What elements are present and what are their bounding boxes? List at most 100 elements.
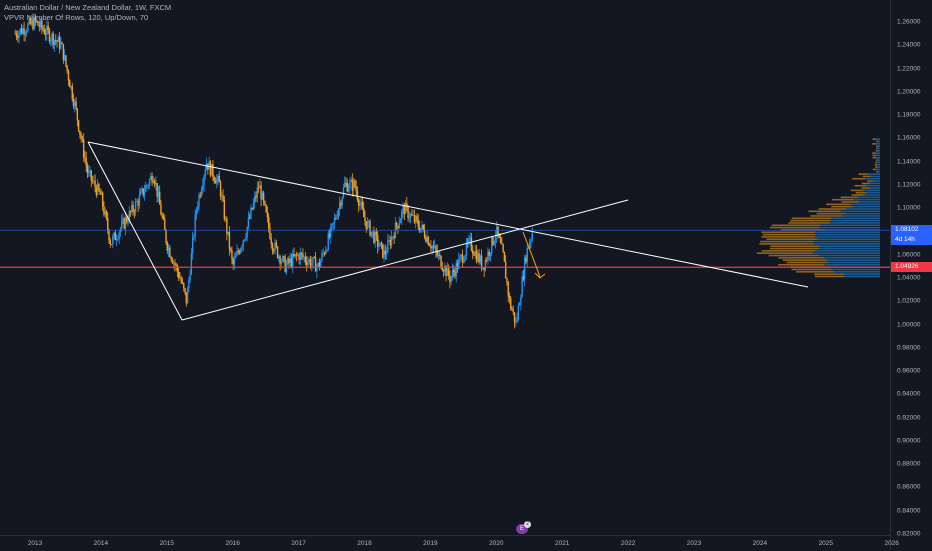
price-axis[interactable]: 1.26000 1.24000 1.22000 1.20000 1.18000 1.160… xyxy=(890,0,932,550)
candle xyxy=(163,217,164,219)
time-tick-label: 2018 xyxy=(357,540,371,547)
candle xyxy=(233,259,234,264)
volume-profile-bar xyxy=(870,183,880,185)
candle xyxy=(277,247,278,258)
volume-profile-bar xyxy=(792,217,832,219)
candle xyxy=(241,246,242,248)
candle xyxy=(64,55,65,60)
candle xyxy=(115,233,116,241)
candle xyxy=(447,267,448,276)
price-tick-label: 1.18000 xyxy=(897,112,921,119)
candle xyxy=(328,234,329,250)
candle xyxy=(492,237,493,245)
volume-profile-bar xyxy=(878,159,880,161)
volume-profile-bar xyxy=(831,220,880,222)
candle xyxy=(239,252,240,253)
candle xyxy=(192,237,193,253)
candle xyxy=(450,276,451,281)
candle xyxy=(377,235,378,246)
candle xyxy=(401,211,402,219)
candle xyxy=(469,237,470,238)
price-tick-label: 1.02000 xyxy=(897,298,921,305)
price-chart[interactable] xyxy=(0,0,890,535)
volume-profile-bar xyxy=(877,164,880,166)
time-axis[interactable]: 2013 2014 2015 2016 2017 2018 2019 2020 2021 2022… xyxy=(0,535,890,551)
volume-profile-bar xyxy=(820,245,880,247)
candle xyxy=(472,250,473,253)
volume-profile-bar xyxy=(796,271,834,273)
candle xyxy=(497,226,498,235)
candle xyxy=(466,243,467,256)
candle xyxy=(309,259,310,261)
price-tick-label: 1.12000 xyxy=(897,181,921,188)
volume-profile-bar xyxy=(873,169,876,171)
symbol-title[interactable]: Australian Dollar / New Zealand Dollar, … xyxy=(4,3,171,13)
candle xyxy=(98,184,99,191)
chart-area[interactable]: Australian Dollar / New Zealand Dollar, … xyxy=(0,0,890,535)
candle xyxy=(219,176,220,182)
candle xyxy=(112,237,113,245)
candle xyxy=(334,218,335,223)
candle xyxy=(248,218,249,227)
candle xyxy=(335,218,336,219)
triangle-base-line xyxy=(88,142,182,320)
candle xyxy=(383,251,384,258)
volume-profile-bar xyxy=(841,197,859,199)
candle xyxy=(510,298,511,308)
time-tick-label: 2022 xyxy=(621,540,635,547)
price-tick-label: 0.94000 xyxy=(897,391,921,398)
candle xyxy=(268,217,269,228)
candle xyxy=(253,203,254,210)
candle xyxy=(59,37,60,48)
candle xyxy=(495,237,496,242)
volume-profile-bar xyxy=(826,259,880,261)
candle xyxy=(39,25,40,27)
candle xyxy=(357,191,358,199)
candle xyxy=(376,232,377,235)
candle xyxy=(121,221,122,228)
volume-profile-bar xyxy=(841,201,858,203)
candle xyxy=(374,232,375,243)
candle xyxy=(108,230,109,241)
candle xyxy=(169,247,170,257)
volume-profile-bar xyxy=(819,255,880,257)
indicator-title[interactable]: VPVR Number Of Rows, 120, Up/Down, 70 xyxy=(4,13,171,23)
candle xyxy=(388,240,389,241)
volume-profile-bar xyxy=(763,234,816,236)
candle xyxy=(371,232,372,236)
candle xyxy=(421,225,422,228)
candle xyxy=(369,221,370,236)
candle xyxy=(476,251,477,261)
volume-profile-bar xyxy=(783,259,827,261)
volume-profile-bar xyxy=(772,224,821,226)
candle xyxy=(449,276,450,282)
candle xyxy=(306,262,307,265)
candle xyxy=(246,227,247,237)
candle xyxy=(265,205,266,212)
volume-profile-bar xyxy=(855,185,866,187)
volume-profile-bar xyxy=(878,148,880,150)
candle xyxy=(330,227,331,238)
volume-profile-bar xyxy=(831,217,880,219)
forecast-arrowhead xyxy=(535,273,545,278)
candle xyxy=(329,234,330,237)
volume-profile-bar xyxy=(876,141,878,143)
candle xyxy=(238,251,239,252)
volume-profile-bar xyxy=(851,190,864,192)
time-tick-label: 2023 xyxy=(687,540,701,547)
candle xyxy=(338,209,339,217)
candle xyxy=(225,218,226,219)
candle xyxy=(227,232,228,234)
candle xyxy=(345,183,346,184)
candle xyxy=(298,254,299,260)
candle xyxy=(66,65,67,71)
candle xyxy=(107,218,108,230)
candle xyxy=(525,258,526,262)
candle xyxy=(481,256,482,269)
earnings-marker[interactable]: E 2 xyxy=(516,524,528,534)
candle xyxy=(312,257,313,263)
candle xyxy=(483,267,484,270)
candle xyxy=(326,250,327,251)
candle xyxy=(336,217,337,218)
candle xyxy=(431,246,432,248)
